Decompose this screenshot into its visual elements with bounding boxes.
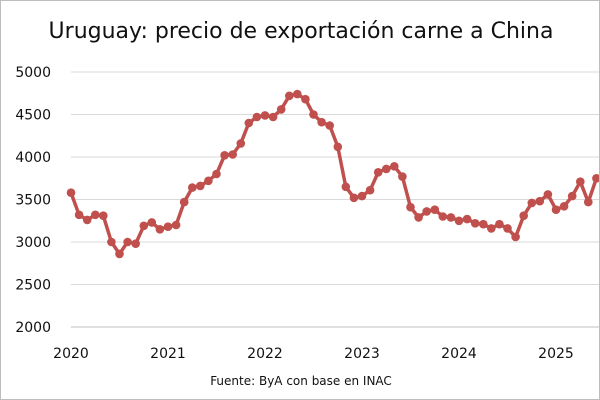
data-point [325,121,335,130]
data-point [220,151,229,160]
data-point [260,111,270,120]
data-point [373,168,383,177]
x-tick-label-2025: 2025 [538,346,574,362]
data-point [228,150,237,159]
data-point [503,224,512,233]
data-point [309,110,318,119]
y-tick-label-2500: 2500 [15,278,51,294]
data-point [398,172,407,181]
data-point [204,176,213,186]
data-point [188,183,197,192]
data-point [212,169,221,179]
x-tick-label-2020: 2020 [53,346,89,362]
data-point [430,205,440,214]
x-tick-label-2021: 2021 [150,346,186,362]
data-point [163,222,173,231]
y-tick-label-2000: 2000 [15,320,51,336]
data-point [357,191,367,201]
data-point [252,112,262,122]
series-layer [66,89,599,259]
data-point [131,239,140,248]
chart-title: Uruguay: precio de exportación carne a C… [48,19,554,44]
data-point [511,232,520,242]
data-point [551,205,561,214]
x-tick-label-2023: 2023 [344,346,380,362]
data-point [592,174,599,183]
y-axis-tick-labels: 2000 2500 3000 3500 4000 4500 5000 [15,65,51,336]
data-point [422,207,432,216]
y-tick-label-5000: 5000 [15,65,51,81]
data-point [349,193,359,203]
data-point [276,105,286,114]
data-point [236,139,246,148]
y-tick-label-3000: 3000 [15,235,51,251]
data-point [446,213,456,222]
data-point [584,197,593,207]
data-point [179,197,189,207]
data-point [462,214,472,224]
data-point [244,118,254,128]
gridlines [71,71,599,328]
data-point [107,237,116,247]
data-point [171,220,181,230]
data-point [293,89,302,99]
data-point [487,224,496,233]
data-point [91,210,100,220]
x-tick-label-2024: 2024 [441,346,477,362]
series-line-0 [69,92,599,256]
data-point [66,188,76,197]
data-point [535,196,545,206]
data-point [365,185,375,195]
data-point [454,216,464,226]
data-point [495,219,504,229]
data-point [382,164,391,174]
data-point [196,181,205,191]
y-tick-label-4500: 4500 [15,108,51,124]
data-point [99,211,108,220]
data-point [301,94,310,104]
x-axis-tick-labels: 2020 2021 2022 2023 2024 2025 [53,346,574,362]
data-point [333,142,343,152]
data-point [317,117,326,127]
data-point [115,249,124,259]
data-point [268,112,278,122]
data-point [285,91,294,101]
data-point [543,190,553,199]
data-point [155,225,165,234]
data-point [438,212,448,221]
data-point [576,177,585,186]
data-point [527,198,537,208]
data-point [479,219,488,229]
x-tick-label-2022: 2022 [247,346,283,362]
data-point [341,182,351,192]
data-point [559,202,569,211]
data-point [139,221,149,231]
data-point [414,213,423,222]
data-point [123,237,132,247]
source-note: Fuente: ByA con base en INAC [210,374,392,388]
data-point [82,215,92,225]
data-point [519,211,528,220]
y-tick-label-3500: 3500 [15,193,51,209]
data-point [567,191,577,201]
data-point [147,218,157,227]
data-point [390,162,399,171]
data-point [406,202,415,212]
data-point [74,210,84,220]
y-tick-label-4000: 4000 [15,150,51,166]
data-point [470,219,480,228]
